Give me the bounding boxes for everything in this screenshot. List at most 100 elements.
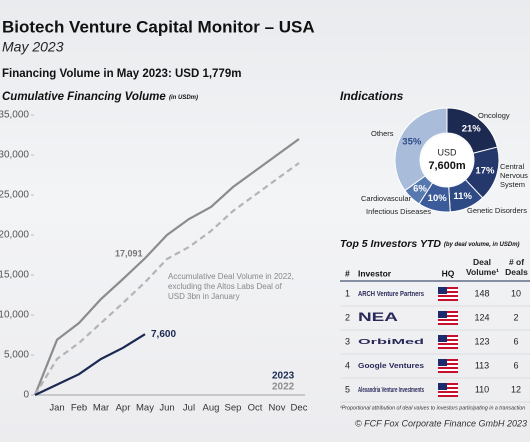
us-flag bbox=[438, 383, 458, 397]
series-line bbox=[33, 138, 300, 396]
flag-stripe bbox=[438, 367, 458, 369]
deal-count: 6 bbox=[513, 336, 518, 346]
slice-category-label: Cardiovascular bbox=[361, 194, 412, 203]
flag-stripe bbox=[438, 359, 458, 361]
value-label: 7,600 bbox=[151, 329, 176, 340]
footnote: ¹Proportional attribution of deal values… bbox=[340, 405, 525, 411]
flag-stripe bbox=[438, 317, 458, 319]
series-line bbox=[34, 333, 146, 396]
flag-stripe bbox=[438, 389, 458, 391]
deal-count: 6 bbox=[513, 360, 518, 370]
flag-stripe bbox=[438, 289, 458, 291]
deal-volume: 110 bbox=[475, 384, 489, 394]
slice-value-label: 21% bbox=[462, 123, 482, 134]
row-rank: 3 bbox=[345, 336, 350, 346]
flag-stripe bbox=[438, 387, 458, 389]
flag-stripe bbox=[438, 339, 458, 341]
flag-stripe bbox=[438, 393, 458, 395]
investor-name: OrbiMed bbox=[358, 339, 424, 346]
x-tick-label: Sep bbox=[225, 403, 242, 414]
flag-stripe bbox=[438, 371, 458, 373]
slice-category-label: Oncology bbox=[478, 111, 510, 120]
flag-stripe bbox=[438, 383, 458, 385]
deal-volume: 124 bbox=[474, 312, 489, 322]
x-tick-label: Aug bbox=[203, 403, 220, 414]
slice-value-label: 17% bbox=[475, 166, 495, 177]
copyright: © FCF Fox Corporate Finance GmbH 2023 bbox=[355, 418, 527, 428]
flag-stripe bbox=[438, 299, 458, 301]
investor-name: NEA bbox=[358, 310, 399, 324]
pie-title: Indications bbox=[340, 89, 404, 103]
value-label: 17,091 bbox=[115, 249, 143, 259]
line-chart-title: Cumulative Financing Volume (in USDm) bbox=[2, 91, 198, 103]
center-label: 7,600m bbox=[428, 160, 466, 172]
y-tick-label: 30,000 bbox=[0, 150, 29, 161]
table-title: Top 5 Investors YTD (by deal volume, in … bbox=[340, 238, 520, 250]
flag-stripe bbox=[438, 291, 458, 293]
y-tick-label: 20,000 bbox=[0, 230, 29, 241]
flag-stripe bbox=[438, 369, 458, 371]
x-tick-label: Nov bbox=[269, 403, 286, 414]
line-chart-title-text: Cumulative Financing Volume bbox=[2, 91, 166, 103]
table-title-text: Top 5 Investors YTD bbox=[340, 238, 441, 250]
subtitle: May 2023 bbox=[2, 39, 64, 55]
slice-value-label: 6% bbox=[413, 183, 427, 194]
pie-hole bbox=[421, 134, 473, 186]
table-header: Deal Volume¹ bbox=[466, 257, 499, 277]
us-flag bbox=[438, 311, 458, 325]
flag-stripe bbox=[438, 311, 458, 313]
flag-stripe bbox=[438, 395, 458, 397]
investor-name: Alexandria Venture Investments bbox=[358, 387, 424, 394]
table-title-note: (by deal volume, in USDm) bbox=[444, 242, 520, 248]
y-tick-label: 25,000 bbox=[0, 190, 29, 201]
flag-stripe bbox=[438, 341, 458, 343]
deal-volume: 148 bbox=[474, 288, 489, 298]
title: Biotech Venture Capital Monitor – USA bbox=[2, 17, 315, 36]
deal-volume: 113 bbox=[475, 360, 489, 370]
flag-stripe bbox=[438, 361, 458, 363]
slice-value-label: 35% bbox=[402, 137, 422, 148]
flag-stripe bbox=[438, 345, 458, 347]
investor-name: Google Ventures bbox=[358, 363, 424, 370]
x-tick-label: Apr bbox=[116, 403, 131, 414]
y-tick-label: 15,000 bbox=[0, 270, 29, 281]
flag-stripe bbox=[438, 363, 458, 365]
flag-stripe bbox=[438, 293, 458, 295]
flag-stripe bbox=[438, 343, 458, 345]
y-tick-label: 0 bbox=[23, 390, 29, 401]
legend-label: 2022 bbox=[272, 382, 295, 393]
flag-stripe bbox=[438, 385, 458, 387]
x-tick-label: Jun bbox=[159, 403, 174, 414]
slice-category-label: Central Nervous System bbox=[500, 162, 528, 189]
x-tick-label: Mar bbox=[93, 403, 109, 414]
center-label: USD bbox=[437, 147, 457, 157]
flag-stripe bbox=[438, 335, 458, 337]
flag-stripe bbox=[438, 321, 458, 323]
x-tick-label: Jan bbox=[49, 403, 64, 414]
legend-label: 2023 bbox=[272, 371, 295, 382]
series-line bbox=[34, 162, 300, 396]
us-flag bbox=[438, 287, 458, 301]
flag-canton bbox=[438, 359, 447, 366]
row-rank: 2 bbox=[345, 312, 350, 322]
slice-category-label: Genetic Disorders bbox=[467, 206, 528, 215]
slice-category-label: Infectious Diseases bbox=[366, 207, 432, 216]
unit-note: (in USDm) bbox=[169, 95, 198, 101]
pie-slice bbox=[394, 107, 448, 192]
flag-canton bbox=[438, 335, 447, 342]
x-tick-label: Dec bbox=[291, 403, 308, 414]
flag-stripe bbox=[438, 287, 458, 289]
flag-stripe bbox=[438, 323, 458, 325]
deal-volume: 123 bbox=[474, 336, 489, 346]
flag-canton bbox=[438, 311, 447, 318]
investor-name: ARCH Venture Partners bbox=[358, 291, 424, 298]
us-flag bbox=[438, 359, 458, 373]
slice-value-label: 10% bbox=[428, 193, 448, 204]
headline: Financing Volume in May 2023: USD 1,779m bbox=[2, 68, 241, 80]
flag-stripe bbox=[438, 365, 458, 367]
flag-stripe bbox=[438, 347, 458, 349]
x-tick-label: Oct bbox=[248, 403, 263, 414]
flag-stripe bbox=[438, 315, 458, 317]
table-header: Investor bbox=[358, 268, 392, 278]
